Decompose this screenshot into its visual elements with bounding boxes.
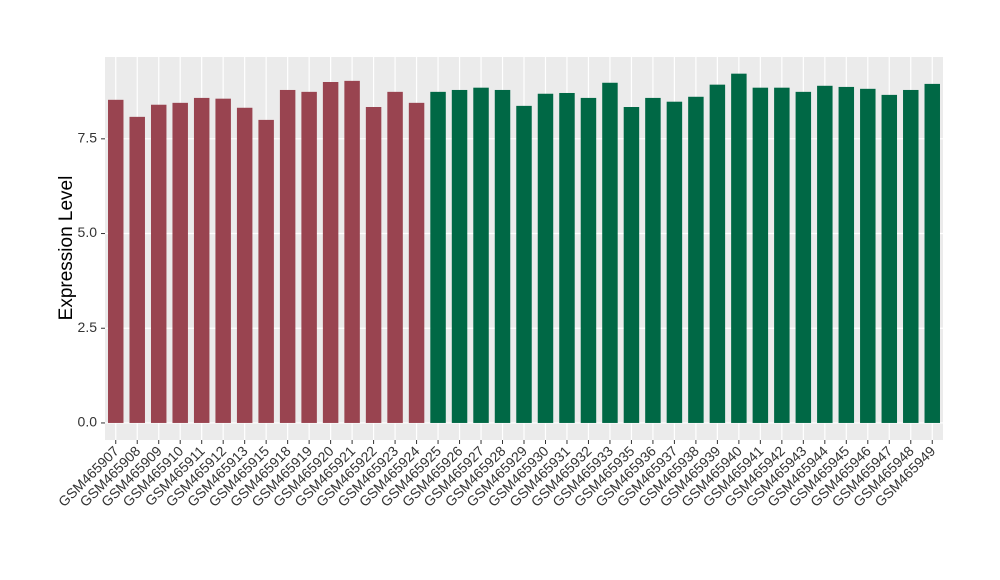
bar (731, 73, 747, 423)
y-tick-label: 2.5 (78, 319, 98, 335)
bar (387, 91, 403, 423)
bar (365, 107, 382, 423)
bar (602, 82, 618, 423)
y-tick-label: 5.0 (78, 224, 98, 240)
bar (881, 94, 898, 423)
bar (408, 102, 425, 423)
bar (516, 105, 532, 423)
bar (258, 119, 274, 423)
bar (215, 98, 231, 423)
bar (172, 102, 188, 423)
bar (709, 84, 726, 423)
bar (473, 87, 489, 423)
bar (559, 92, 575, 423)
bar (645, 97, 661, 423)
bar (795, 91, 812, 423)
bar (322, 82, 339, 423)
bar (236, 107, 253, 423)
bar (752, 87, 769, 423)
bar (451, 89, 468, 423)
bar (838, 86, 855, 423)
bar (688, 96, 704, 423)
bar (150, 104, 167, 423)
bar (494, 89, 511, 423)
bar (623, 107, 640, 423)
bar (301, 91, 317, 423)
bar (537, 93, 554, 423)
bar (924, 83, 940, 423)
bar (279, 89, 296, 423)
bar (344, 80, 360, 423)
bar (580, 97, 597, 423)
y-axis-title: Expression Level (56, 176, 77, 321)
bar (666, 101, 683, 423)
bar (774, 87, 790, 423)
bar (903, 89, 919, 423)
bar (108, 99, 124, 423)
y-tick-label: 0.0 (78, 414, 98, 430)
bar (430, 91, 446, 423)
y-tick-label: 7.5 (78, 130, 98, 146)
bar (193, 97, 210, 423)
bar (817, 85, 833, 423)
bar (129, 116, 145, 423)
bar (860, 88, 876, 423)
